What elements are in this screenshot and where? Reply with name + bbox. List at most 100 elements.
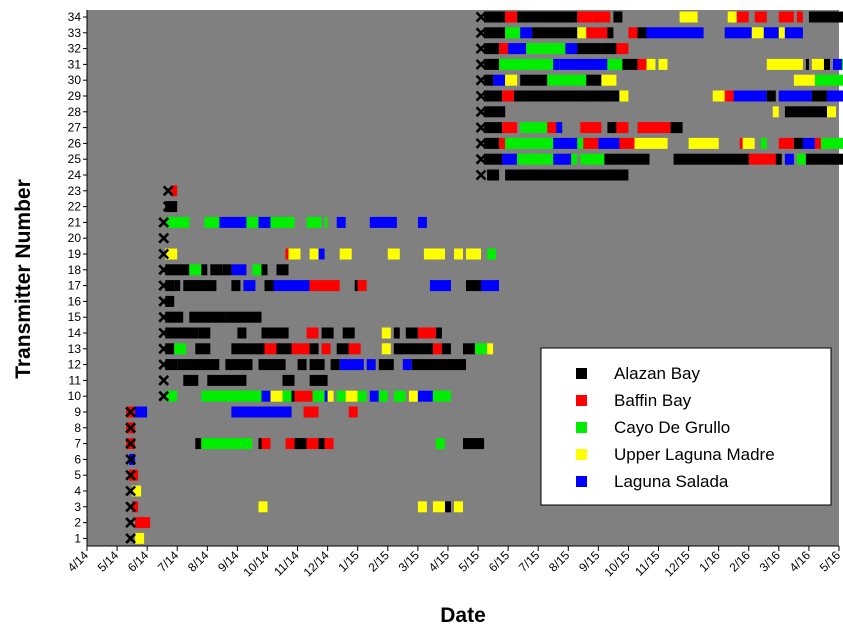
release-marker-t25 (475, 153, 487, 165)
legend-label-3: Upper Laguna Madre (614, 445, 775, 464)
detection-bar-t29-2 (514, 90, 620, 102)
detection-bar-t33-6 (607, 27, 614, 39)
detection-bar-t34-10 (778, 11, 794, 23)
detection-bar-t29-3 (619, 90, 629, 102)
detection-bar-t21-8 (336, 216, 346, 228)
detection-bar-t14-5 (321, 327, 334, 339)
detection-bar-t21-5 (270, 216, 295, 228)
detection-bar-t12-11 (411, 359, 433, 371)
detection-bar-t14-11 (435, 327, 442, 339)
y-tick-label-18: 18 (68, 263, 82, 277)
detection-bar-t14-8 (393, 327, 400, 339)
detection-bar-t13-10 (348, 343, 361, 355)
y-tick-label-12: 12 (68, 358, 82, 372)
y-tick-label-24: 24 (68, 168, 82, 182)
legend-swatch-3 (576, 449, 587, 460)
detection-bar-t33-13 (763, 27, 779, 39)
detection-bar-t21-7 (324, 216, 328, 228)
detection-bar-t34-7 (727, 11, 737, 23)
legend-label-2: Cayo De Grullo (614, 418, 730, 437)
detection-bar-t7-3 (258, 438, 262, 450)
detection-bar-t9-1 (135, 406, 148, 418)
release-marker-t11 (158, 374, 170, 386)
legend-box (540, 347, 832, 506)
detection-bar-t30-2 (505, 74, 518, 86)
release-marker-t7 (125, 438, 137, 450)
detection-bar-t14-1 (198, 327, 211, 339)
detection-bar-t32-3 (526, 43, 566, 55)
detection-bar-t13-16 (475, 343, 487, 355)
detection-bar-t29-4 (712, 90, 725, 102)
detection-bar-t25-7 (673, 153, 749, 165)
y-tick-label-16: 16 (68, 294, 82, 308)
detection-bar-t5-0 (129, 469, 139, 481)
release-marker-t10 (158, 390, 170, 402)
detection-bar-t19-5 (339, 248, 352, 260)
detection-bar-t17-11 (466, 280, 481, 292)
detection-bar-t14-9 (405, 327, 418, 339)
legend-label-4: Laguna Salada (614, 472, 729, 491)
detection-bar-t3-2 (417, 501, 427, 513)
legend: Alazan Bay Baffin Bay Cayo De Grullo Upper … (540, 347, 832, 506)
detection-bar-t10-1 (201, 390, 262, 402)
y-tick-label-10: 10 (68, 389, 82, 403)
detection-bar-t19-2 (288, 248, 301, 260)
detection-bar-t12-4 (297, 359, 307, 371)
detection-bar-t18-3 (210, 264, 223, 276)
detection-bar-t18-1 (189, 264, 202, 276)
y-tick-label-25: 25 (68, 152, 82, 166)
detection-bar-t17-6 (273, 280, 310, 292)
detection-bar-t31-10 (766, 58, 803, 70)
detection-bar-t18-2 (201, 264, 208, 276)
y-ticks: 1234567891011121314151617181920212223242… (68, 10, 87, 545)
detection-bar-t13-6 (291, 343, 310, 355)
detection-bar-t21-10 (417, 216, 427, 228)
detection-bar-t30-3 (520, 74, 548, 86)
detection-bar-t26-13 (778, 137, 794, 149)
y-tick-label-20: 20 (68, 231, 82, 245)
detection-bar-t10-17 (417, 390, 433, 402)
detection-bar-t30-0 (484, 74, 494, 86)
detection-bar-t11-1 (207, 374, 247, 386)
y-tick-label-7: 7 (74, 437, 81, 451)
release-marker-t8 (125, 422, 137, 434)
detection-bar-t18-5 (231, 264, 247, 276)
y-tick-label-30: 30 (68, 73, 82, 87)
release-marker-t1 (125, 532, 137, 544)
detection-bar-t26-12 (760, 137, 767, 149)
y-tick-label-22: 22 (68, 200, 82, 214)
detection-bar-t14-7 (381, 327, 391, 339)
detection-bar-t11-3 (309, 374, 328, 386)
y-tick-label-32: 32 (68, 42, 82, 56)
y-tick-label-2: 2 (74, 516, 81, 530)
release-marker-t5 (125, 469, 137, 481)
detection-bar-t27-8 (637, 122, 662, 134)
detection-bar-t25-11 (796, 153, 806, 165)
detection-bar-t26-8 (634, 137, 668, 149)
detection-bar-t27-1 (502, 122, 518, 134)
release-marker-t21 (158, 216, 170, 228)
detection-bar-t13-4 (264, 343, 277, 355)
detection-bar-t31-0 (484, 58, 500, 70)
detection-bar-t32-5 (577, 43, 602, 55)
detection-bar-t13-13 (432, 343, 442, 355)
detection-bar-t7-11 (463, 438, 485, 450)
detection-bar-t7-5 (285, 438, 295, 450)
detection-bar-t9-3 (303, 406, 319, 418)
detection-bar-t34-4 (592, 11, 611, 23)
detection-bar-t31-12 (811, 58, 824, 70)
detection-bar-t28-1 (772, 106, 779, 118)
detection-bar-t19-0 (165, 248, 178, 260)
detection-bar-t15-0 (165, 311, 184, 323)
x-tick-label-10: 2/15 (366, 548, 393, 575)
release-marker-t14 (158, 327, 170, 339)
detection-bar-t30-8 (814, 74, 843, 86)
y-tick-label-17: 17 (68, 279, 82, 293)
release-marker-t15 (158, 311, 170, 323)
detection-bar-t34-12 (808, 11, 843, 23)
detection-bar-t21-6 (306, 216, 322, 228)
detection-bar-t17-7 (309, 280, 340, 292)
detection-bar-t10-4 (282, 390, 292, 402)
detection-bar-t4-0 (132, 485, 142, 497)
